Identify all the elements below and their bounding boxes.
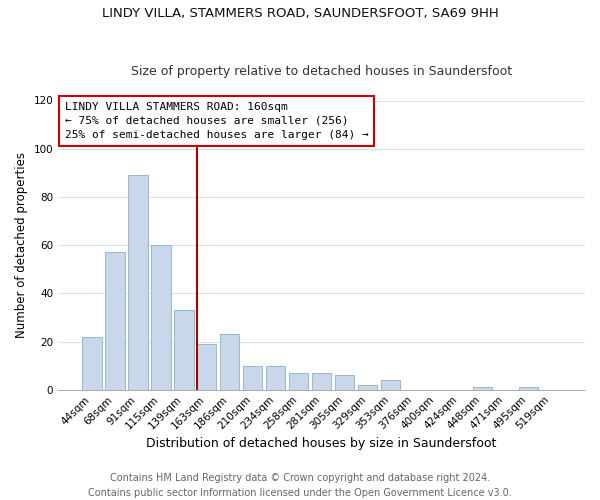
Y-axis label: Number of detached properties: Number of detached properties: [15, 152, 28, 338]
Bar: [335, 376, 355, 390]
Bar: [473, 388, 492, 390]
Text: LINDY VILLA STAMMERS ROAD: 160sqm
← 75% of detached houses are smaller (256)
25%: LINDY VILLA STAMMERS ROAD: 160sqm ← 75% …: [65, 102, 369, 140]
Bar: [174, 310, 194, 390]
Title: Size of property relative to detached houses in Saundersfoot: Size of property relative to detached ho…: [131, 66, 512, 78]
Bar: [82, 336, 101, 390]
Bar: [220, 334, 239, 390]
Bar: [381, 380, 400, 390]
Text: LINDY VILLA, STAMMERS ROAD, SAUNDERSFOOT, SA69 9HH: LINDY VILLA, STAMMERS ROAD, SAUNDERSFOOT…: [101, 8, 499, 20]
Bar: [243, 366, 262, 390]
Bar: [358, 385, 377, 390]
Bar: [289, 373, 308, 390]
Bar: [266, 366, 286, 390]
Bar: [151, 245, 170, 390]
X-axis label: Distribution of detached houses by size in Saundersfoot: Distribution of detached houses by size …: [146, 437, 497, 450]
Bar: [518, 388, 538, 390]
Bar: [197, 344, 217, 390]
Bar: [312, 373, 331, 390]
Text: Contains HM Land Registry data © Crown copyright and database right 2024.
Contai: Contains HM Land Registry data © Crown c…: [88, 472, 512, 498]
Bar: [128, 175, 148, 390]
Bar: [105, 252, 125, 390]
